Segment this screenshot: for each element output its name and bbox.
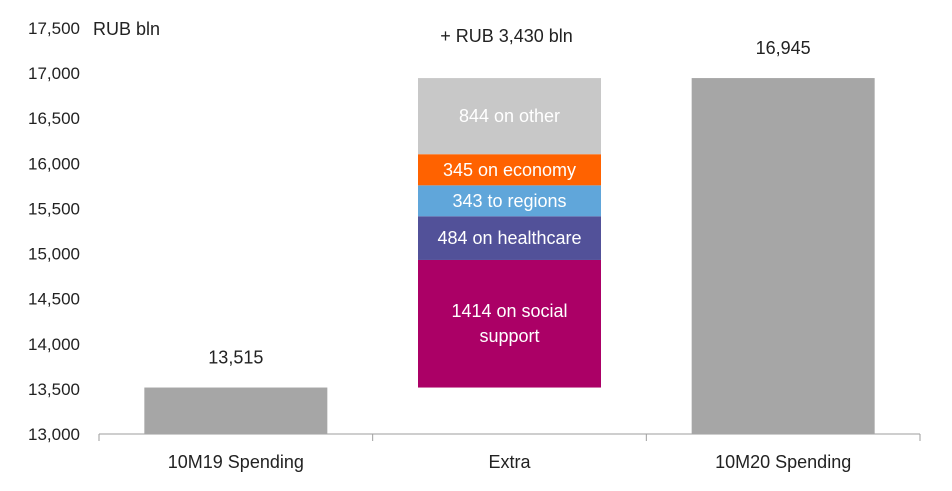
extra-segment-label: 484 on healthcare [437,228,581,248]
extra-total-label: + RUB 3,430 bln [440,26,573,46]
y-tick-label: 14,000 [28,335,80,354]
y-tick-label: 16,500 [28,109,80,128]
total-bar [691,78,875,434]
unit-label: RUB bln [93,19,160,39]
total-bar-value-label: 13,515 [208,348,263,368]
extra-segment-label: 343 to regions [452,191,566,211]
bars [144,78,875,434]
y-tick-label: 13,000 [28,425,80,444]
extra-segment-label: support [479,326,539,346]
extra-segment-label: 1414 on social [451,301,567,321]
x-category-label: 10M19 Spending [168,452,304,472]
y-tick-label: 14,500 [28,290,80,309]
x-category-label: Extra [488,452,531,472]
y-tick-label: 17,500 [28,19,80,38]
y-tick-label: 17,000 [28,64,80,83]
x-category-label: 10M20 Spending [715,452,851,472]
extra-segment-bar [418,154,601,186]
y-axis: 13,000 13,500 14,000 14,500 15,000 15,500 16,0… [28,19,80,444]
extra-segment-bar [418,259,601,388]
extra-segment-label: 844 on other [459,106,560,126]
extra-segment-label: 345 on economy [443,160,576,180]
extra-segment-bar [418,185,601,217]
data-labels: 13,515 16,945 1414 on social support 484 on … [208,26,810,368]
extra-segment-bar [418,78,601,155]
y-tick-label: 15,500 [28,199,80,218]
extra-segment-bar [418,216,601,260]
total-bar-value-label: 16,945 [756,38,811,58]
y-tick-label: 16,000 [28,154,80,173]
x-axis: 10M19 Spending Extra 10M20 Spending [98,433,921,472]
y-tick-label: 15,000 [28,245,80,264]
total-bar [144,387,328,434]
y-tick-label: 13,500 [28,380,80,399]
